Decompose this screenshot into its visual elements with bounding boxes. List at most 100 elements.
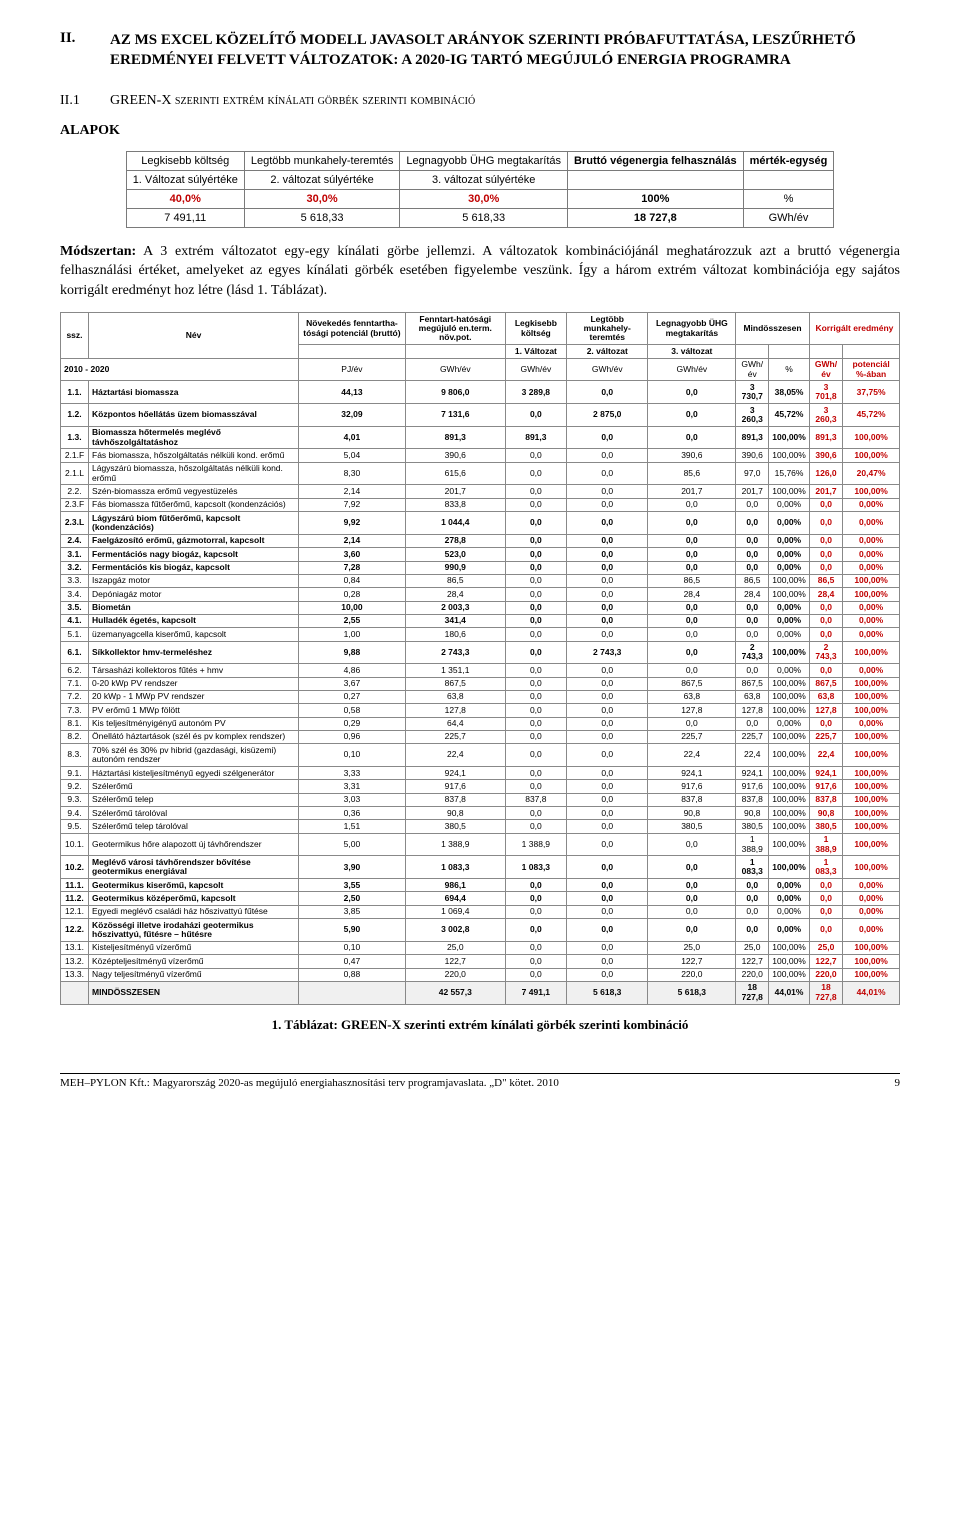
row-val: 63,8	[405, 690, 505, 703]
row-name: Szélerőmű telep	[89, 793, 299, 806]
t2-total-7: 18 727,8	[809, 981, 842, 1004]
table-row: 9.4.Szélerőmű tárolóval0,3690,80,00,090,…	[61, 807, 900, 820]
row-val: 0,0	[567, 968, 648, 981]
row-name: Geotermikus kiserőmű, kapcsolt	[89, 879, 299, 892]
row-name: Fermentációs kis biogáz, kapcsolt	[89, 561, 299, 574]
row-ssz: 12.2.	[61, 919, 89, 942]
row-ssz: 1.3.	[61, 426, 89, 449]
row-val: 44,13	[299, 381, 406, 404]
row-val: 2,14	[299, 534, 406, 547]
row-ssz: 13.2.	[61, 955, 89, 968]
row-name: üzemanyagcella kiserőmű, kapcsolt	[89, 628, 299, 641]
row-val: 0,0	[809, 601, 842, 614]
row-val: 201,7	[648, 485, 736, 498]
t2-sub9	[843, 345, 900, 358]
row-val: 90,8	[809, 807, 842, 820]
row-val: 891,3	[809, 426, 842, 449]
table-row: 13.2.Középteljesítményű vízerőmű0,47122,…	[61, 955, 900, 968]
t2-c4: Legtöbb munkahely-teremtés	[567, 313, 648, 345]
row-val: 100,00%	[769, 820, 810, 833]
row-val: 2 743,3	[736, 641, 769, 664]
table-row: 13.3.Nagy teljesítményű vízerőmű0,88220,…	[61, 968, 900, 981]
row-val: 380,5	[736, 820, 769, 833]
row-name: Lágyszárú biomassza, hőszolgáltatás nélk…	[89, 462, 299, 485]
row-ssz: 2.2.	[61, 485, 89, 498]
row-val: 0,0	[567, 767, 648, 780]
row-name: Egyedi meglévő családi ház hőszivattyú f…	[89, 905, 299, 918]
row-name: Szélerőmű	[89, 780, 299, 793]
row-val: 0,27	[299, 690, 406, 703]
row-val: 0,00%	[769, 498, 810, 511]
row-name: 0-20 kWp PV rendszer	[89, 677, 299, 690]
row-val: 3 260,3	[809, 404, 842, 427]
row-val: 0,0	[809, 512, 842, 535]
row-val: 28,4	[736, 588, 769, 601]
table-row: 3.3.Iszapgáz motor0,8486,50,00,086,586,5…	[61, 574, 900, 587]
row-val: 867,5	[736, 677, 769, 690]
row-val: 3 260,3	[736, 404, 769, 427]
row-val: 90,8	[736, 807, 769, 820]
t2-c5: Legnagyobb ÜHG megtakarítás	[648, 313, 736, 345]
row-val: 3 289,8	[505, 381, 566, 404]
row-val: 917,6	[648, 780, 736, 793]
table-row: 2.3.LLágyszárú biom fűtőerőmű, kapcsolt …	[61, 512, 900, 535]
row-name: Faelgázosító erőmű, gázmotorral, kapcsol…	[89, 534, 299, 547]
row-val: 0,0	[567, 730, 648, 743]
row-val: 891,3	[505, 426, 566, 449]
row-name: Önellátó háztartások (szél és pv komplex…	[89, 730, 299, 743]
row-val: 0,00%	[769, 892, 810, 905]
row-val: 0,0	[567, 744, 648, 767]
row-val: 100,00%	[769, 968, 810, 981]
row-val: 22,4	[405, 744, 505, 767]
row-val: 3,03	[299, 793, 406, 806]
t2-sub4: 2. változat	[567, 345, 648, 358]
row-name: Szélerőmű tárolóval	[89, 807, 299, 820]
table-row: 6.1.Síkkollektor hmv-termeléshez9,882 74…	[61, 641, 900, 664]
t2-u2: GWh/év	[505, 358, 566, 381]
row-val: 615,6	[405, 462, 505, 485]
row-ssz: 9.4.	[61, 807, 89, 820]
row-val: 0,00%	[843, 548, 900, 561]
row-val: 380,5	[405, 820, 505, 833]
row-val: 2 743,3	[405, 641, 505, 664]
row-val: 100,00%	[769, 941, 810, 954]
row-val: 4,01	[299, 426, 406, 449]
t2-c2: Fenntart-hatósági megújuló en.term. növ.…	[405, 313, 505, 345]
row-val: 100,00%	[769, 485, 810, 498]
row-val: 1 083,3	[505, 856, 566, 879]
row-ssz: 1.2.	[61, 404, 89, 427]
row-val: 2 003,3	[405, 601, 505, 614]
row-val: 0,00%	[843, 919, 900, 942]
row-val: 0,0	[567, 690, 648, 703]
row-ssz: 3.4.	[61, 588, 89, 601]
row-ssz: 6.1.	[61, 641, 89, 664]
row-val: 220,0	[736, 968, 769, 981]
row-val: 100,00%	[769, 955, 810, 968]
row-name: Társasházi kollektoros fűtés + hmv	[89, 664, 299, 677]
row-val: 0,0	[648, 856, 736, 879]
row-val: 0,0	[505, 462, 566, 485]
row-ssz: 8.1.	[61, 717, 89, 730]
row-val: 22,4	[736, 744, 769, 767]
row-val: 0,0	[505, 905, 566, 918]
t2-sub7	[769, 345, 810, 358]
row-val: 0,0	[505, 449, 566, 462]
row-val: 100,00%	[843, 833, 900, 856]
row-ssz: 7.3.	[61, 704, 89, 717]
row-val: 0,00%	[769, 628, 810, 641]
row-val: 0,0	[809, 614, 842, 627]
row-val: 694,4	[405, 892, 505, 905]
row-name: Nagy teljesítményű vízerőmű	[89, 968, 299, 981]
row-val: 0,0	[736, 628, 769, 641]
row-val: 0,0	[736, 892, 769, 905]
row-ssz: 3.2.	[61, 561, 89, 574]
row-val: 833,8	[405, 498, 505, 511]
row-val: 127,8	[736, 704, 769, 717]
row-val: 0,0	[567, 892, 648, 905]
row-name: 20 kWp - 1 MWp PV rendszer	[89, 690, 299, 703]
table-row: 2.3.FFás biomassza fűtőerőmű, kapcsolt (…	[61, 498, 900, 511]
table-row: 9.1.Háztartási kisteljesítményű egyedi s…	[61, 767, 900, 780]
footer-page: 9	[895, 1077, 901, 1089]
row-ssz: 2.3.F	[61, 498, 89, 511]
table-row: 8.2.Önellátó háztartások (szél és pv kom…	[61, 730, 900, 743]
